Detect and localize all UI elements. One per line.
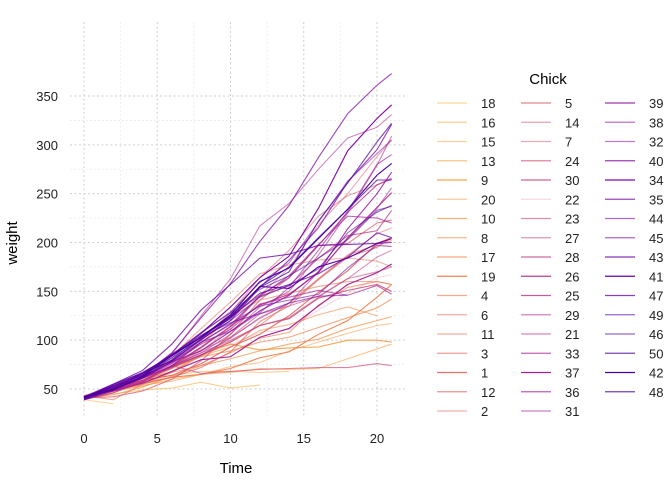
y-tick-label: 100: [36, 333, 58, 348]
legend-label-chick-41: 41: [649, 269, 663, 284]
y-tick-label: 200: [36, 236, 58, 251]
legend-label-chick-32: 32: [649, 135, 663, 150]
legend-label-chick-50: 50: [649, 346, 663, 361]
legend-label-chick-35: 35: [649, 192, 663, 207]
series-line-chick-38: [83, 154, 392, 399]
legend-label-chick-18: 18: [481, 96, 495, 111]
legend-label-chick-49: 49: [649, 308, 663, 323]
legend-label-chick-43: 43: [649, 250, 663, 265]
legend-label-chick-19: 19: [481, 269, 495, 284]
legend-label-chick-11: 11: [481, 327, 495, 342]
legend-label-chick-33: 33: [565, 346, 579, 361]
legend-label-chick-44: 44: [649, 212, 663, 227]
y-tick-label: 150: [36, 284, 58, 299]
series-line-chick-39: [83, 171, 393, 398]
y-tick-label: 350: [36, 89, 58, 104]
legend-label-chick-2: 2: [481, 404, 488, 419]
legend-label-chick-6: 6: [481, 308, 488, 323]
legend-label-chick-46: 46: [649, 327, 663, 342]
series-line-chick-42: [83, 162, 392, 398]
series-line-chick-19: [83, 284, 393, 397]
series-line-chick-48: [83, 123, 393, 401]
y-tick-label: 250: [36, 187, 58, 202]
legend-label-chick-31: 31: [565, 404, 579, 419]
legend-label-chick-23: 23: [565, 212, 579, 227]
legend-label-chick-36: 36: [565, 385, 579, 400]
legend-label-chick-25: 25: [565, 289, 579, 304]
x-tick-label: 15: [297, 431, 311, 446]
series-line-chick-45: [83, 244, 392, 399]
legend-label-chick-10: 10: [481, 212, 495, 227]
legend-label-chick-20: 20: [481, 192, 495, 207]
x-tick-label: 0: [80, 431, 87, 446]
legend-label-chick-8: 8: [481, 231, 488, 246]
legend-label-chick-37: 37: [565, 366, 579, 381]
legend-label-chick-24: 24: [565, 154, 579, 169]
legend-label-chick-26: 26: [565, 269, 579, 284]
series-line-chick-29: [83, 135, 393, 401]
legend-label-chick-39: 39: [649, 96, 663, 111]
legend-label-chick-29: 29: [565, 308, 579, 323]
legend-label-chick-7: 7: [565, 135, 572, 150]
legend-label-chick-45: 45: [649, 231, 663, 246]
legend-label-chick-34: 34: [649, 173, 663, 188]
y-tick-label: 300: [36, 138, 58, 153]
legend-label-chick-47: 47: [649, 289, 663, 304]
series-line-chick-47: [83, 232, 392, 399]
legend-label-chick-5: 5: [565, 96, 572, 111]
series-line-chick-46: [83, 204, 392, 400]
legend-label-chick-14: 14: [565, 115, 579, 130]
series-line-chick-2: [83, 227, 392, 400]
series-line-chick-26: [83, 192, 393, 398]
legend-label-chick-1: 1: [481, 366, 488, 381]
legend-label-chick-3: 3: [481, 346, 488, 361]
y-axis-ticks: 50 100 150 200 250 300 350: [36, 89, 58, 397]
legend-title: Chick: [529, 71, 567, 88]
x-tick-label: 20: [370, 431, 384, 446]
legend-label-chick-40: 40: [649, 154, 663, 169]
y-tick-label: 50: [44, 382, 58, 397]
legend-label-chick-12: 12: [481, 385, 495, 400]
legend-label-chick-42: 42: [649, 366, 663, 381]
legend-label-chick-38: 38: [649, 115, 663, 130]
x-axis-label: Time: [220, 460, 253, 477]
x-tick-label: 10: [223, 431, 237, 446]
legend-label-chick-48: 48: [649, 385, 663, 400]
legend-label-chick-30: 30: [565, 173, 579, 188]
series-line-chick-43: [83, 241, 392, 398]
series-line-chick-16: [83, 381, 260, 399]
series-line-chick-37: [83, 263, 392, 399]
legend-label-chick-9: 9: [481, 173, 488, 188]
legend-label-chick-22: 22: [565, 192, 579, 207]
legend-label-chick-28: 28: [565, 250, 579, 265]
x-tick-label: 5: [154, 431, 161, 446]
series-line-chick-34: [83, 104, 393, 399]
legend-label-chick-4: 4: [481, 289, 488, 304]
legend-label-chick-16: 16: [481, 115, 495, 130]
x-axis-ticks: 0 5 10 15 20: [80, 431, 384, 446]
legend-label-chick-21: 21: [565, 327, 579, 342]
series-line-chick-10: [83, 316, 392, 399]
legend-label-chick-13: 13: [481, 154, 495, 169]
series-lines: [83, 73, 393, 405]
y-axis-label: weight: [4, 220, 21, 265]
legend-label-chick-27: 27: [565, 231, 579, 246]
legend-label-chick-17: 17: [481, 250, 495, 265]
legend-label-chick-15: 15: [481, 135, 495, 150]
legend: Chick 1816151392010817194611311225147243…: [437, 71, 663, 419]
series-line-chick-18: [83, 399, 114, 405]
